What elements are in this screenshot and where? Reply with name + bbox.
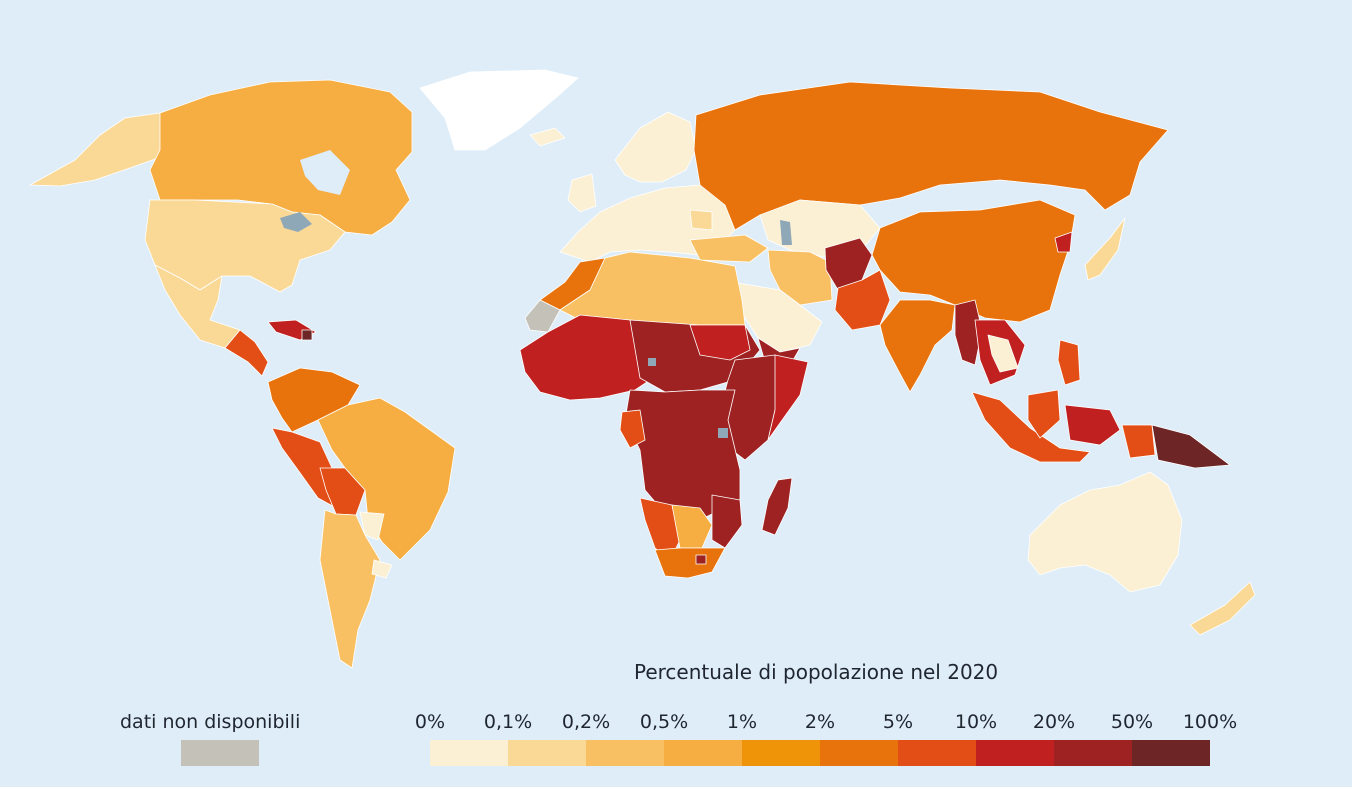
land-shapes [29,69,1256,669]
legend-swatch [976,740,1054,766]
south-africa [654,547,726,579]
legend-tick: 1% [726,711,758,733]
japan [1084,217,1126,281]
borneo [1027,389,1061,439]
legend-tick: 2% [804,711,836,733]
brazil [317,397,456,561]
philippines [1057,339,1081,386]
legend-tick: 20% [1032,711,1076,733]
new-zealand [1189,581,1256,636]
greenland [419,69,579,151]
scandinavia [614,111,697,183]
sulawesi-moluccas [1064,404,1121,446]
turkey [689,234,769,263]
russia [693,81,1169,231]
legend-swatch [1132,740,1210,766]
hudson-bay [300,150,350,195]
papua-new-guinea [1151,424,1231,469]
legend-swatch [1054,740,1132,766]
iceland [529,127,566,147]
gabon-congo [619,409,646,449]
madagascar [761,477,793,536]
legend-tick: 0,2% [561,711,611,733]
great-lakes [280,212,312,232]
myanmar [954,299,983,366]
argentina-chile [319,509,381,669]
romania [689,209,713,231]
legend-tick: 50% [1110,711,1154,733]
uruguay [371,559,393,579]
haiti [301,329,313,341]
lake-victoria [718,428,728,438]
legend-swatch [586,740,664,766]
sudan [689,324,751,361]
arabia [731,281,823,353]
china [871,199,1076,323]
legend-tick: 0,5% [639,711,689,733]
iran [767,249,833,306]
legend-swatch [742,740,820,766]
legend-tick: 0,1% [483,711,533,733]
legend-swatch [508,740,586,766]
legend-title: Percentuale di popolazione nel 2020 [634,660,999,684]
pakistan [834,269,891,331]
central-america [224,329,269,377]
legend-tick: 100% [1182,711,1238,733]
legend-swatch [664,740,742,766]
caspian [780,220,792,245]
legend-tick: 10% [954,711,998,733]
paraguay [359,511,385,541]
mozambique [711,494,743,549]
australia [1027,471,1183,593]
legend-tick: 5% [882,711,914,733]
mexico [154,264,241,349]
legend-tick: 0% [414,711,446,733]
lesotho [695,554,707,565]
no-data-label: dati non disponibili [120,711,301,733]
uk-ireland [567,173,597,213]
korea [1054,231,1073,253]
lake-chad [648,358,656,366]
western-sahara [524,299,561,333]
legend-swatch [898,740,976,766]
legend-swatch [430,740,508,766]
new-guinea-west [1121,424,1156,459]
somalia [767,354,809,441]
indonesia-west [971,391,1091,463]
botswana-zimbabwe [671,504,713,549]
no-data-swatch [181,740,259,766]
india [879,299,956,393]
legend-swatch [820,740,898,766]
laos-vietnam-inner [987,334,1019,373]
